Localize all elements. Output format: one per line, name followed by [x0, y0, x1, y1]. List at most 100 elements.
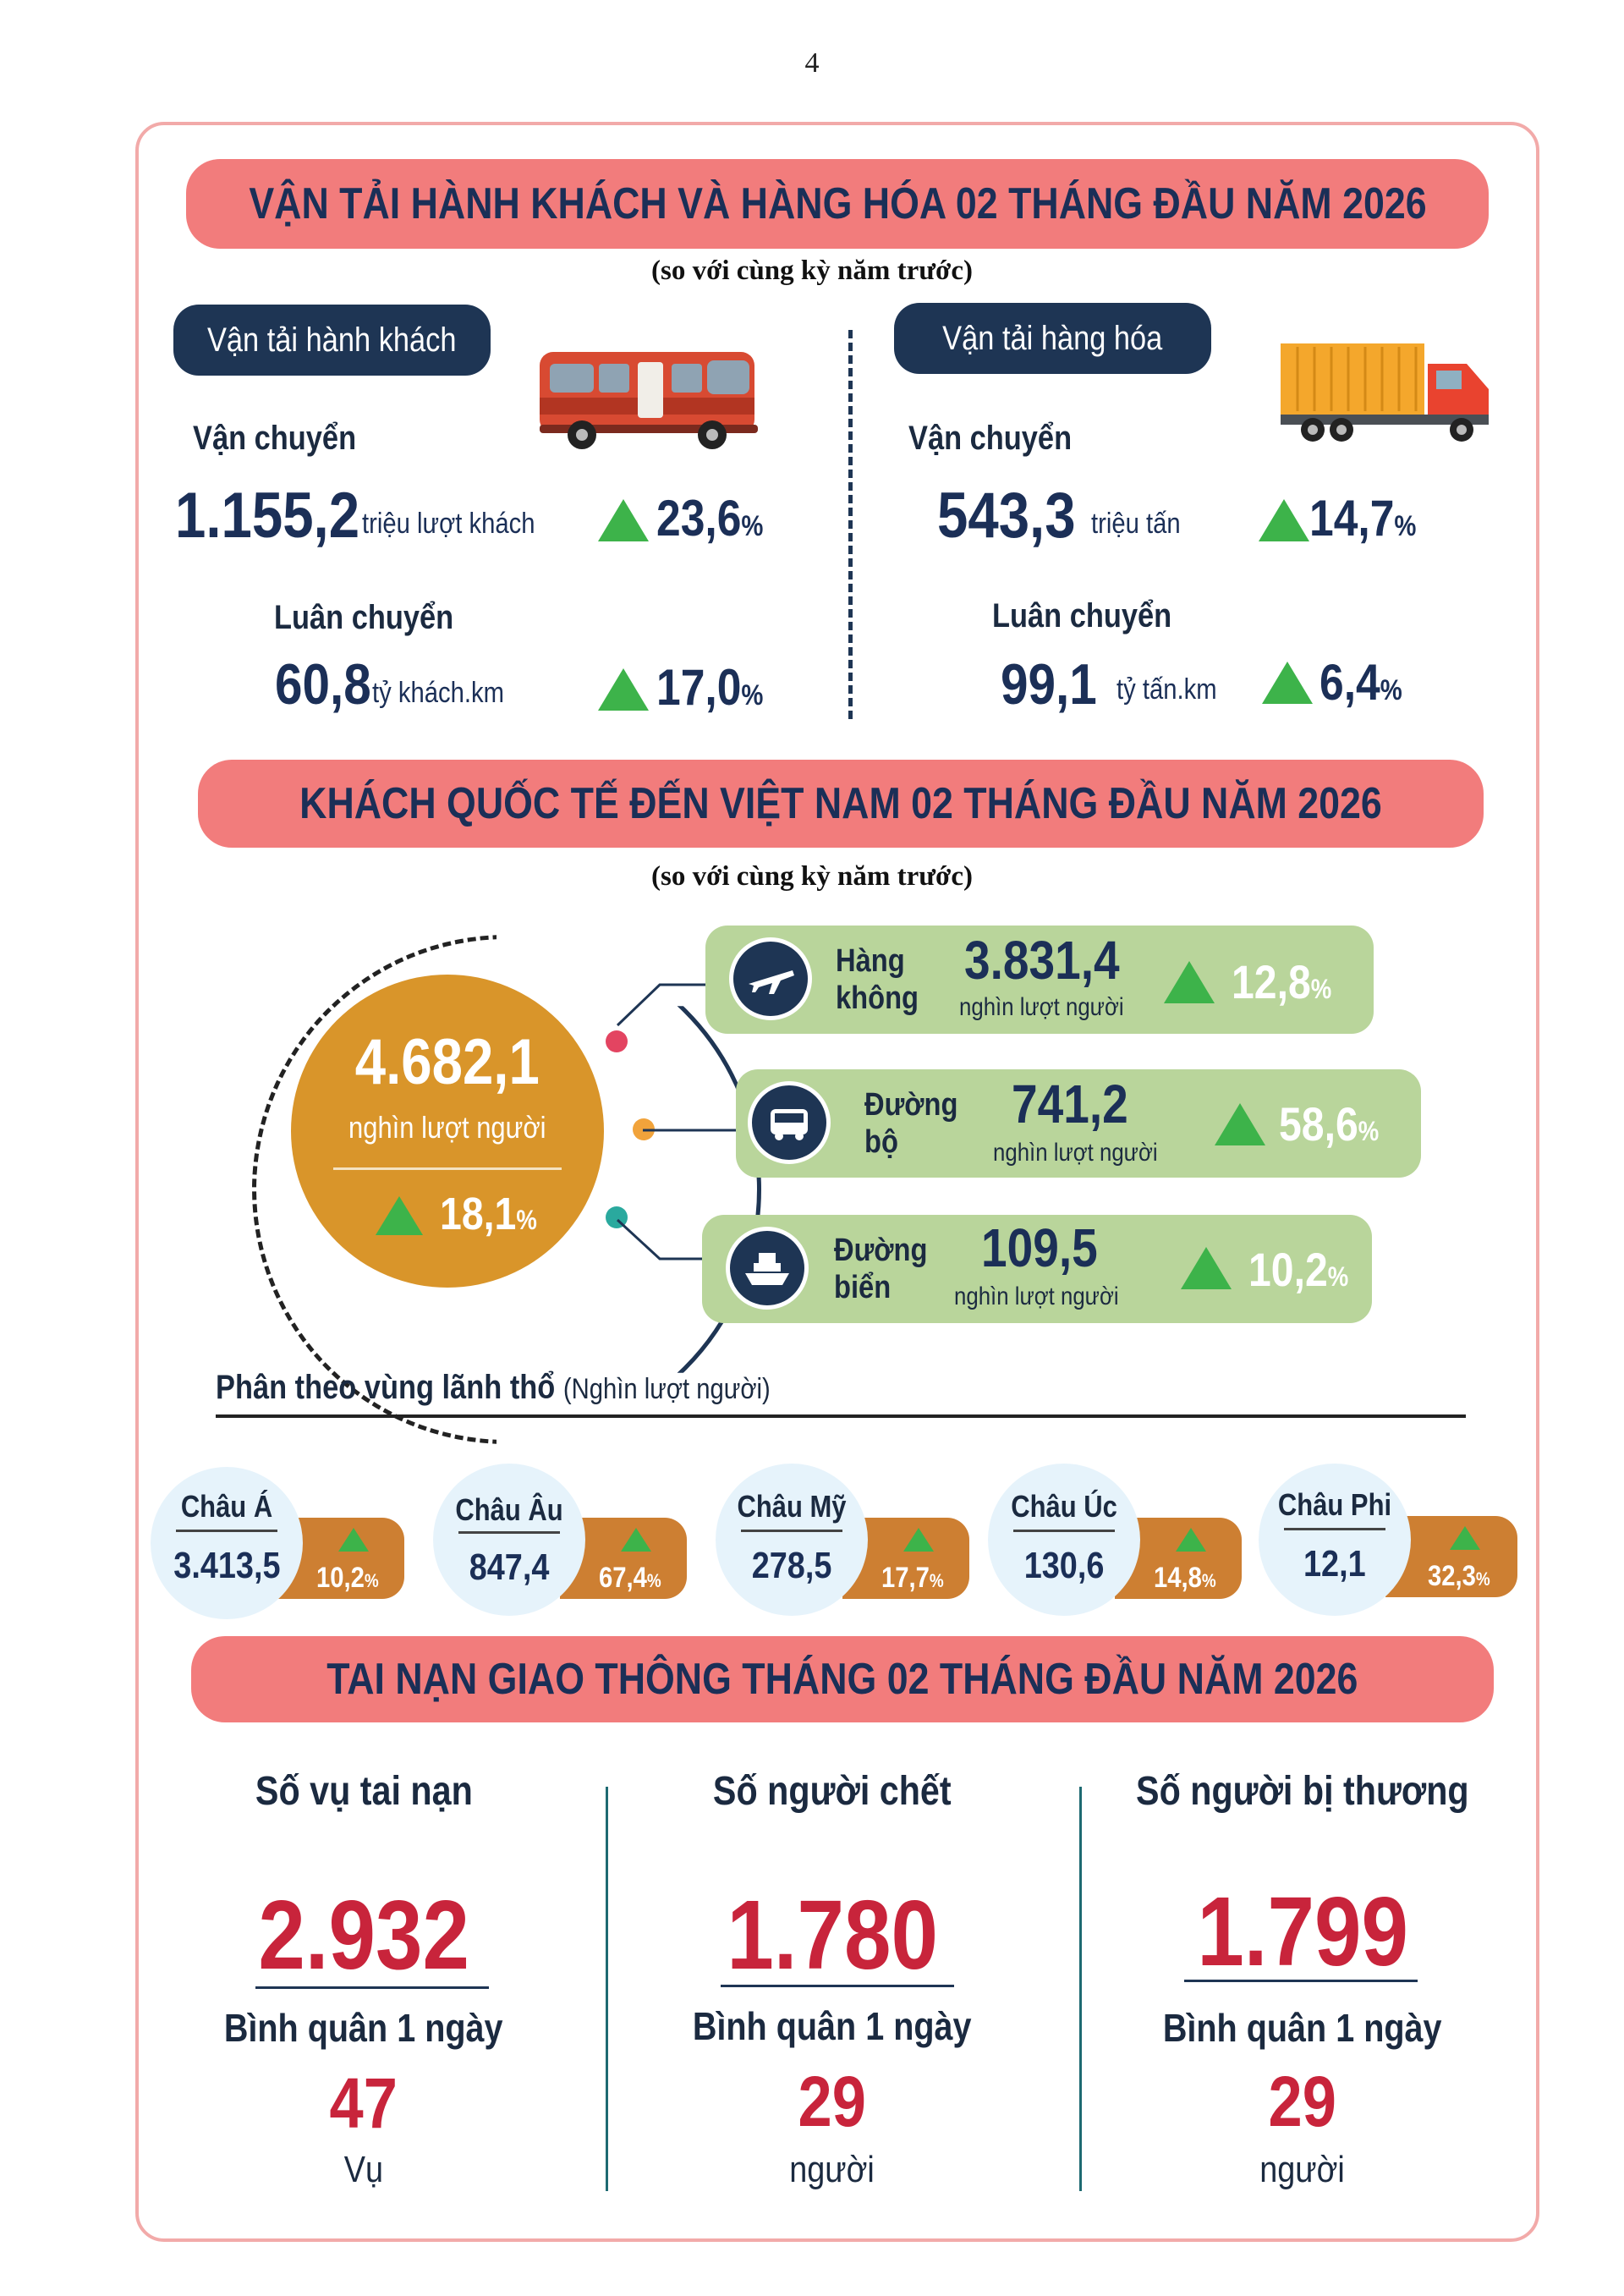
bus-illustration	[540, 352, 758, 449]
freight-carried-value: 543,3	[937, 480, 1076, 552]
mode-sea-label-1: Đường	[834, 1233, 928, 1268]
freight-carried-up-icon	[1259, 499, 1309, 541]
freight-rotation-up-icon	[1262, 662, 1313, 704]
mode-air-pct: 12,8	[1232, 955, 1311, 1008]
region-asia-name: Châu Á	[180, 1489, 273, 1524]
region-europe-pct: 67,4	[599, 1562, 647, 1594]
mode-sea-pct: 10,2	[1248, 1243, 1328, 1296]
region-title: Phân theo vùng lãnh thổ	[216, 1369, 556, 1406]
region-oceania: Châu Úc 130,6 14,8%	[988, 1464, 1242, 1616]
accidents-cases-daily: 47	[329, 2063, 398, 2143]
region-rule	[216, 1414, 1466, 1418]
mode-row-air: Hàng không 3.831,4 nghìn lượt người 12,8%	[705, 926, 1374, 1034]
freight-pill: Vận tải hàng hóa	[894, 303, 1211, 374]
accidents-divider-1	[606, 1787, 608, 2191]
pct-sign: %	[646, 1570, 661, 1591]
total-value: 4.682,1	[354, 1026, 540, 1098]
mode-air-label-2: không	[836, 980, 919, 1016]
passenger-carried-label: Vận chuyển	[193, 420, 357, 457]
pct-sign: %	[1310, 974, 1332, 1004]
mode-air-unit: nghìn lượt người	[959, 993, 1124, 1021]
pct-sign: %	[1394, 510, 1417, 542]
accidents-banner: TAI NẠN GIAO THÔNG THÁNG 02 THÁNG ĐẦU NĂ…	[191, 1636, 1494, 1722]
freight-rotation-unit: tỷ tấn.km	[1116, 673, 1217, 706]
accidents-deaths-avg-label: Bình quân 1 ngày	[693, 2004, 972, 2048]
mode-row-road: Đường bộ 741,2 nghìn lượt người 58,6%	[736, 1069, 1421, 1178]
mode-air-value: 3.831,4	[964, 930, 1120, 991]
region-europe-name: Châu Âu	[455, 1492, 563, 1527]
passenger-pill: Vận tải hành khách	[173, 305, 491, 376]
region-oceania-pct: 14,8	[1154, 1562, 1202, 1594]
freight-rotation-label: Luân chuyển	[992, 597, 1172, 634]
mode-connectors	[616, 983, 736, 1261]
passenger-carried-unit: triệu lượt khách	[362, 508, 535, 540]
region-europe-up-icon	[621, 1528, 651, 1552]
accidents-injured-avg-label: Bình quân 1 ngày	[1163, 2006, 1442, 2050]
freight-carried-unit: triệu tấn	[1091, 508, 1181, 540]
accidents-deaths-title: Số người chết	[713, 1769, 952, 1814]
region-unit: (Nghìn lượt người)	[562, 1373, 771, 1405]
mode-sea-unit: nghìn lượt người	[954, 1283, 1119, 1310]
region-africa-value: 12,1	[1303, 1543, 1366, 1585]
region-africa: Châu Phi 12,1 32,3%	[1259, 1464, 1521, 1616]
total-divider	[333, 1167, 562, 1170]
accidents-injured-unit: người	[1259, 2149, 1346, 2190]
mode-air-label-1: Hàng	[836, 943, 905, 979]
transport-title: VẬN TẢI HÀNH KHÁCH VÀ HÀNG HÓA 02 THÁNG …	[248, 179, 1427, 228]
mode-air-up-icon	[1164, 961, 1215, 1003]
region-asia: Châu Á 3.413,5 10,2%	[151, 1467, 404, 1619]
mode-row-sea: Đường biển 109,5 nghìn lượt người 10,2%	[702, 1215, 1372, 1323]
accidents-injured-title: Số người bị thương	[1136, 1769, 1469, 1814]
international-title: KHÁCH QUỐC TẾ ĐẾN VIỆT NAM 02 THÁNG ĐẦU …	[299, 779, 1382, 828]
region-oceania-value: 130,6	[1023, 1545, 1105, 1586]
mode-road-up-icon	[1215, 1103, 1265, 1145]
freight-rotation-pct: 6,4	[1320, 654, 1380, 711]
passenger-carried-up-icon	[598, 499, 649, 541]
region-asia-value: 3.413,5	[173, 1545, 281, 1586]
region-america-name: Châu Mỹ	[737, 1489, 847, 1524]
pct-sign: %	[364, 1570, 379, 1591]
international-note: (so với cùng kỳ năm trước)	[651, 861, 973, 892]
region-oceania-name: Châu Úc	[1011, 1489, 1117, 1524]
pct-sign: %	[929, 1570, 944, 1591]
region-asia-up-icon	[338, 1528, 369, 1552]
accidents-col-cases: Số vụ tai nạn 2.932 Bình quân 1 ngày 47 …	[144, 1760, 584, 2216]
total-up-icon	[376, 1196, 423, 1235]
accidents-injured-value: 1.799	[1197, 1876, 1408, 1986]
transport-divider	[848, 330, 853, 719]
pct-sign: %	[1327, 1261, 1349, 1292]
accidents-cases-avg-label: Bình quân 1 ngày	[224, 2006, 503, 2050]
mode-sea-up-icon	[1181, 1247, 1232, 1289]
mode-sea-value: 109,5	[981, 1217, 1098, 1278]
passenger-rotation-label: Luân chuyển	[274, 599, 454, 636]
region-oceania-up-icon	[1176, 1528, 1206, 1552]
region-america-pct: 17,7	[881, 1562, 930, 1594]
mode-road-value: 741,2	[1012, 1074, 1128, 1134]
freight-label: Vận tải hàng hóa	[942, 319, 1163, 357]
accidents-deaths-unit: người	[789, 2149, 875, 2190]
air-connector-dot	[606, 1030, 628, 1052]
passenger-label: Vận tải hành khách	[207, 321, 457, 359]
pct-sign: %	[1201, 1570, 1216, 1591]
accidents-col-injured: Số người bị thương 1.799 Bình quân 1 ngà…	[1083, 1760, 1522, 2216]
region-africa-pct: 32,3	[1428, 1560, 1476, 1592]
region-africa-name: Châu Phi	[1277, 1487, 1392, 1522]
pct-sign: %	[741, 510, 764, 542]
region-asia-pct: 10,2	[316, 1562, 365, 1594]
bus-icon	[748, 1081, 831, 1164]
region-america: Châu Mỹ 278,5 17,7%	[716, 1464, 969, 1616]
pct-sign: %	[1380, 674, 1402, 706]
accidents-col-deaths: Số người chết 1.780 Bình quân 1 ngày 29 …	[612, 1760, 1052, 2216]
page-number: 4	[804, 47, 820, 79]
passenger-rotation-up-icon	[598, 668, 649, 711]
ship-icon	[726, 1227, 809, 1310]
accidents-cases-title: Số vụ tai nạn	[255, 1769, 473, 1814]
region-america-up-icon	[903, 1528, 934, 1552]
pct-sign: %	[516, 1205, 537, 1235]
pct-sign: %	[1475, 1568, 1490, 1590]
passenger-carried-value: 1.155,2	[175, 480, 360, 552]
total-pct: 18,1	[440, 1189, 517, 1239]
mode-road-label-2: bộ	[864, 1124, 898, 1160]
mode-road-pct: 58,6	[1279, 1097, 1358, 1151]
freight-carried-label: Vận chuyển	[908, 420, 1073, 457]
